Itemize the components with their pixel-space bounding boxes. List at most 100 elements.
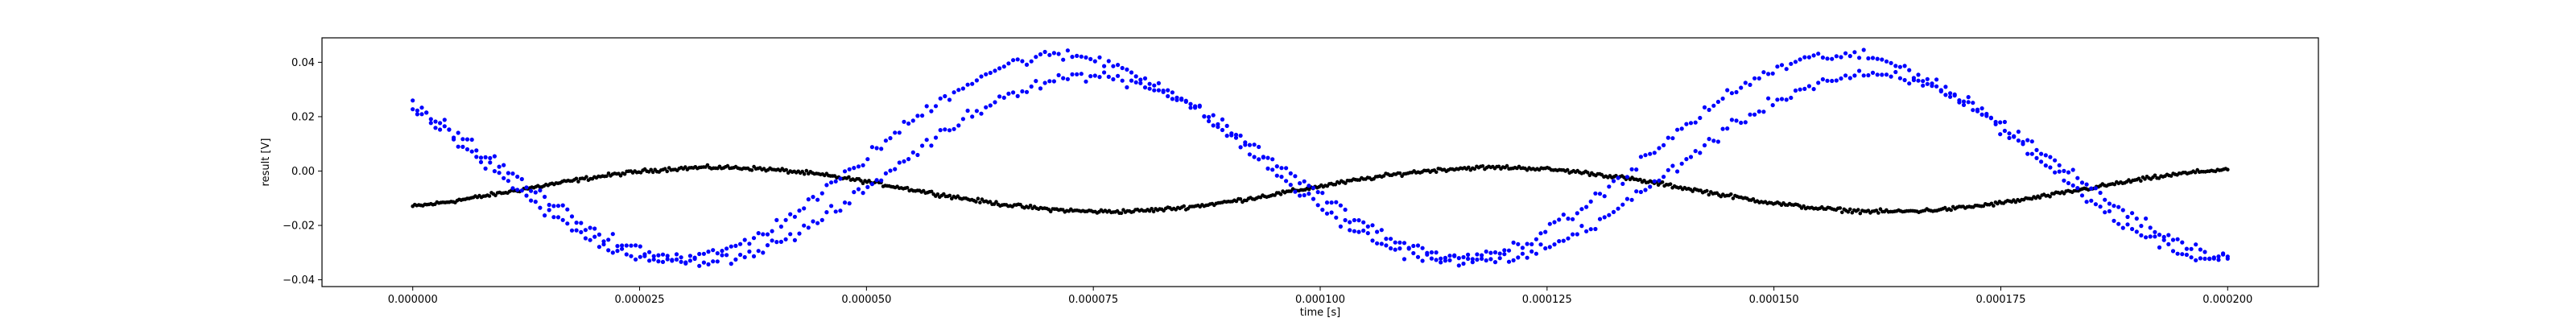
data-point <box>1534 237 1538 242</box>
data-point <box>1488 257 1493 262</box>
data-point <box>683 260 688 265</box>
data-point <box>2112 218 2116 223</box>
data-point <box>1802 204 1806 208</box>
data-point <box>756 231 761 236</box>
data-point <box>1634 167 1639 172</box>
data-point <box>792 214 798 219</box>
data-point <box>620 246 625 251</box>
data-point <box>2107 208 2112 213</box>
data-point <box>579 229 584 234</box>
data-point <box>1497 256 1502 261</box>
data-point <box>2194 258 2198 262</box>
data-point <box>1370 223 1375 228</box>
data-point <box>492 169 497 174</box>
data-point <box>1720 96 1725 101</box>
data-point <box>1666 167 1670 172</box>
data-point <box>1852 50 1857 55</box>
data-point <box>1679 161 1684 166</box>
data-point <box>1061 57 1066 62</box>
data-point <box>1846 209 1851 214</box>
data-point <box>1657 178 1662 183</box>
data-point <box>2084 182 2089 187</box>
data-point <box>1966 95 1971 100</box>
data-point <box>1643 188 1648 192</box>
data-point <box>947 128 952 133</box>
data-point <box>956 88 961 93</box>
data-point <box>2112 204 2116 208</box>
data-point <box>965 108 970 114</box>
data-point <box>929 109 934 114</box>
data-point <box>1684 122 1689 126</box>
data-point <box>1079 72 1084 76</box>
data-point <box>2194 242 2198 247</box>
data-point <box>515 188 520 192</box>
data-point <box>1806 84 1811 89</box>
data-point <box>2166 242 2171 246</box>
data-point <box>1705 188 1709 193</box>
data-point <box>1660 180 1665 184</box>
data-point <box>1475 252 1480 257</box>
data-point <box>1070 55 1075 60</box>
data-point <box>1461 261 1466 266</box>
y-axis: −0.04 −0.02 0.00 0.02 0.04 <box>283 57 322 287</box>
data-point <box>952 126 956 131</box>
data-point <box>1811 53 1816 58</box>
data-point <box>802 206 807 211</box>
data-point <box>1370 238 1375 243</box>
data-point <box>1434 250 1439 255</box>
data-point <box>847 175 851 180</box>
data-point <box>1211 113 1216 118</box>
data-point <box>1166 93 1170 99</box>
data-point <box>861 163 865 167</box>
data-point <box>988 70 993 76</box>
data-point <box>952 90 956 95</box>
data-point <box>1320 191 1325 196</box>
data-point <box>2221 252 2226 257</box>
data-point <box>665 254 670 258</box>
data-point <box>1439 260 1443 265</box>
data-point <box>997 94 1002 99</box>
data-point <box>705 163 710 167</box>
data-point <box>1616 175 1620 180</box>
data-point <box>1948 94 1953 99</box>
data-point <box>1806 55 1811 60</box>
data-point <box>1356 218 1361 223</box>
data-point <box>1070 72 1075 76</box>
data-point <box>1470 257 1475 262</box>
data-point <box>715 259 720 264</box>
data-point <box>2161 237 2166 242</box>
data-point <box>902 159 906 164</box>
data-point <box>663 167 667 171</box>
data-point <box>2139 233 2144 237</box>
data-point <box>1586 171 1590 175</box>
data-point <box>1106 59 1111 64</box>
data-point <box>974 109 979 114</box>
data-point <box>2166 233 2171 237</box>
data-point <box>1593 191 1598 196</box>
data-point <box>2198 247 2202 252</box>
data-point <box>2053 158 2058 163</box>
data-point <box>1088 74 1093 79</box>
data-point <box>733 243 738 248</box>
data-point <box>2153 229 2157 234</box>
data-point <box>538 188 543 193</box>
data-point <box>1475 257 1480 262</box>
data-point <box>1224 123 1229 128</box>
data-point <box>411 98 415 103</box>
data-point <box>906 157 911 162</box>
data-point <box>1402 257 1407 262</box>
data-point <box>729 262 733 266</box>
data-point <box>1948 91 1953 96</box>
data-point <box>1593 226 1598 232</box>
data-point <box>1152 88 1157 93</box>
data-point <box>1597 192 1603 196</box>
data-point <box>1934 84 1939 89</box>
data-point <box>629 254 634 258</box>
data-point <box>583 236 588 241</box>
data-point <box>1183 99 1188 104</box>
data-point <box>893 130 898 135</box>
data-point <box>1702 142 1707 148</box>
data-point <box>761 250 766 255</box>
data-point <box>742 254 747 260</box>
data-point <box>1302 192 1307 198</box>
